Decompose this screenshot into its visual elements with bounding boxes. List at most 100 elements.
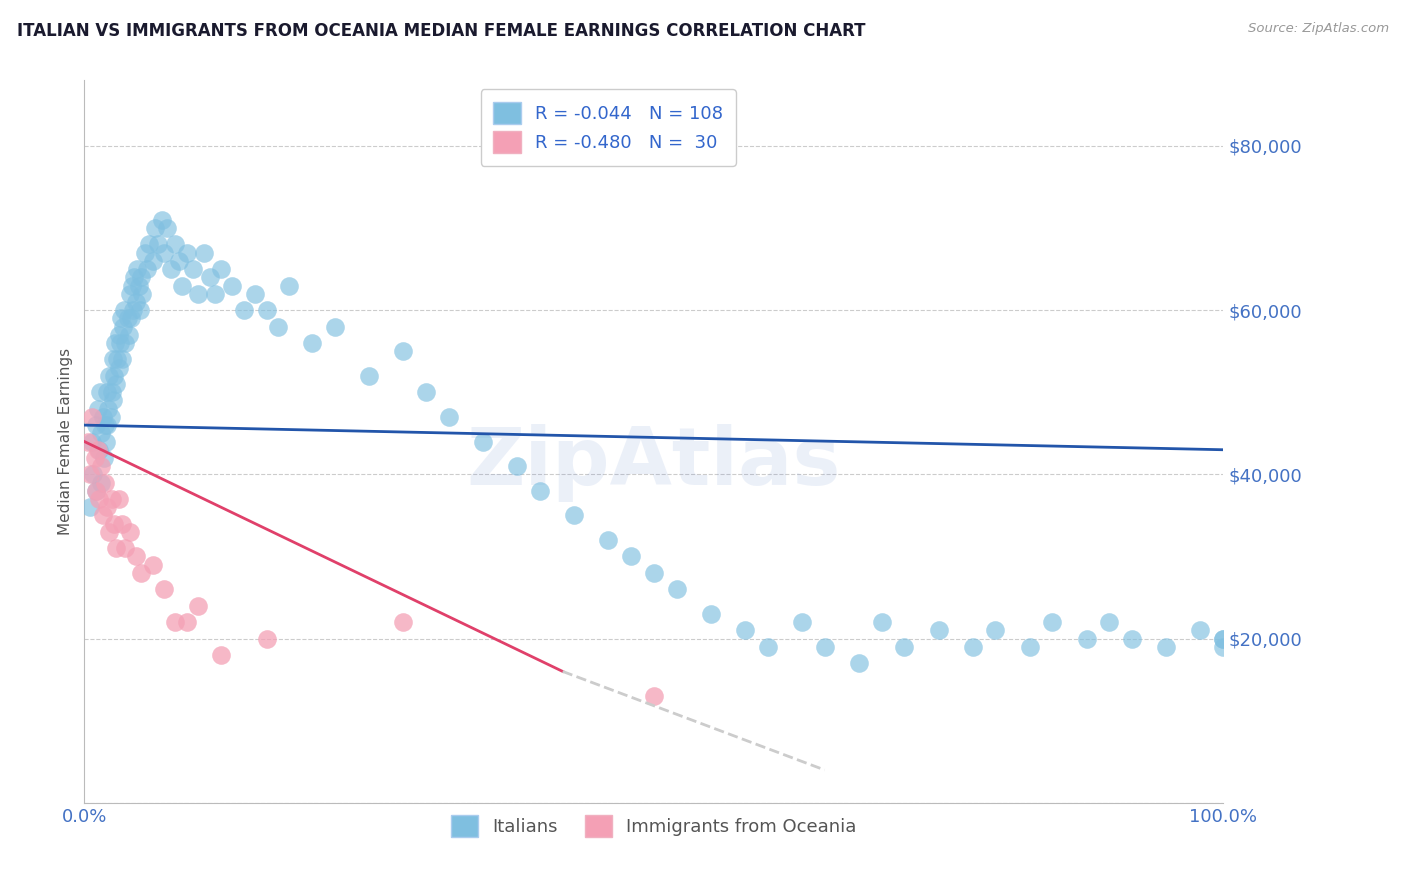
Point — [94, 418, 117, 433]
Point — [117, 311, 139, 326]
Point — [1189, 624, 1212, 638]
Point — [1098, 615, 1121, 630]
Point — [1156, 640, 1178, 654]
Point — [90, 426, 112, 441]
Point — [131, 566, 153, 580]
Point — [221, 278, 243, 293]
Point — [665, 582, 688, 597]
Point — [153, 582, 176, 597]
Point — [107, 491, 129, 506]
Point — [1121, 632, 1143, 646]
Point — [153, 245, 176, 260]
Point — [392, 344, 415, 359]
Point — [82, 409, 104, 424]
Point — [100, 385, 122, 400]
Point — [120, 311, 142, 326]
Point — [118, 286, 141, 301]
Point — [104, 336, 127, 351]
Point — [124, 295, 146, 310]
Point — [700, 607, 723, 621]
Point — [97, 401, 120, 416]
Point — [172, 278, 194, 293]
Point — [90, 475, 112, 490]
Point — [118, 524, 141, 539]
Point — [256, 632, 278, 646]
Point — [1076, 632, 1098, 646]
Point — [103, 368, 125, 383]
Point — [96, 418, 118, 433]
Point — [984, 624, 1007, 638]
Point — [79, 467, 101, 482]
Point — [124, 549, 146, 564]
Point — [928, 624, 950, 638]
Point — [472, 434, 495, 449]
Point — [437, 409, 460, 424]
Text: ZipAtlas: ZipAtlas — [467, 425, 841, 502]
Point — [129, 303, 152, 318]
Point — [562, 508, 585, 523]
Point — [91, 508, 114, 523]
Point — [114, 541, 136, 556]
Point — [734, 624, 756, 638]
Point — [114, 336, 136, 351]
Point — [94, 475, 117, 490]
Text: ITALIAN VS IMMIGRANTS FROM OCEANIA MEDIAN FEMALE EARNINGS CORRELATION CHART: ITALIAN VS IMMIGRANTS FROM OCEANIA MEDIA… — [17, 22, 865, 40]
Point — [529, 483, 551, 498]
Point — [156, 221, 179, 235]
Point — [160, 262, 183, 277]
Point — [111, 352, 134, 367]
Point — [93, 450, 115, 465]
Point — [96, 385, 118, 400]
Point — [148, 237, 170, 252]
Point — [209, 648, 232, 662]
Point — [134, 245, 156, 260]
Point — [506, 459, 529, 474]
Point — [124, 270, 146, 285]
Point — [128, 278, 150, 293]
Point — [94, 434, 117, 449]
Point — [790, 615, 813, 630]
Point — [84, 418, 107, 433]
Point — [138, 237, 160, 252]
Point — [107, 327, 129, 342]
Point — [165, 615, 187, 630]
Point — [193, 245, 215, 260]
Point — [150, 212, 173, 227]
Point — [176, 245, 198, 260]
Point — [142, 558, 165, 572]
Point — [82, 434, 104, 449]
Point — [112, 319, 135, 334]
Point — [122, 303, 145, 318]
Point — [111, 516, 134, 531]
Point — [90, 459, 112, 474]
Point — [176, 615, 198, 630]
Text: Source: ZipAtlas.com: Source: ZipAtlas.com — [1249, 22, 1389, 36]
Point — [98, 524, 121, 539]
Point — [1212, 632, 1234, 646]
Point — [131, 286, 153, 301]
Point — [1018, 640, 1040, 654]
Point — [814, 640, 837, 654]
Point — [245, 286, 267, 301]
Point — [103, 516, 125, 531]
Point — [89, 385, 111, 400]
Point — [82, 467, 104, 482]
Point — [643, 566, 665, 580]
Point — [209, 262, 232, 277]
Point — [125, 262, 148, 277]
Point — [83, 450, 105, 465]
Point — [136, 262, 159, 277]
Point — [84, 483, 107, 498]
Point — [101, 352, 124, 367]
Point — [89, 491, 111, 506]
Point — [323, 319, 346, 334]
Point — [1212, 640, 1234, 654]
Point — [848, 657, 870, 671]
Point — [267, 319, 290, 334]
Point — [359, 368, 381, 383]
Point — [76, 434, 98, 449]
Point — [89, 442, 111, 457]
Point — [415, 385, 437, 400]
Point — [143, 221, 166, 235]
Point — [1042, 615, 1064, 630]
